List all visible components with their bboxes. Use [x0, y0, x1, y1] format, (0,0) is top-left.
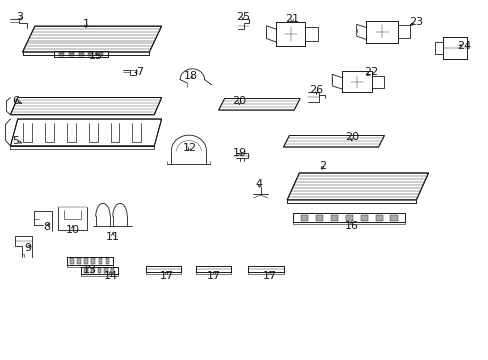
Text: 2: 2 — [318, 161, 325, 171]
Text: 23: 23 — [409, 17, 423, 27]
Polygon shape — [10, 98, 161, 115]
Text: 20: 20 — [232, 96, 246, 106]
Polygon shape — [330, 215, 337, 221]
Polygon shape — [59, 52, 64, 56]
Polygon shape — [77, 258, 81, 264]
Text: 4: 4 — [255, 179, 262, 189]
Polygon shape — [375, 215, 382, 221]
Polygon shape — [389, 215, 397, 221]
Text: 20: 20 — [344, 132, 358, 142]
Polygon shape — [91, 258, 95, 264]
Text: 22: 22 — [364, 67, 378, 77]
Text: 17: 17 — [159, 271, 173, 281]
Text: 10: 10 — [66, 225, 80, 235]
Polygon shape — [146, 266, 181, 272]
Text: 21: 21 — [285, 14, 299, 24]
Polygon shape — [70, 258, 74, 264]
Polygon shape — [91, 268, 94, 273]
Polygon shape — [98, 52, 103, 56]
Text: 26: 26 — [309, 85, 323, 95]
Polygon shape — [218, 99, 300, 110]
Polygon shape — [276, 22, 305, 45]
Text: 9: 9 — [24, 243, 31, 253]
Polygon shape — [300, 215, 307, 221]
Polygon shape — [283, 135, 384, 147]
Text: 11: 11 — [105, 232, 120, 242]
Text: 25: 25 — [236, 12, 249, 22]
Text: 17: 17 — [207, 271, 221, 281]
Polygon shape — [84, 258, 88, 264]
Text: 15: 15 — [89, 50, 103, 60]
Polygon shape — [69, 52, 74, 56]
Text: 14: 14 — [103, 271, 117, 281]
Text: 12: 12 — [183, 143, 197, 153]
Text: 1: 1 — [82, 19, 89, 29]
Polygon shape — [10, 119, 161, 146]
Text: 13: 13 — [82, 265, 96, 275]
Polygon shape — [84, 268, 88, 273]
Text: 19: 19 — [232, 148, 246, 158]
Polygon shape — [341, 71, 371, 92]
Polygon shape — [88, 52, 93, 56]
Polygon shape — [366, 21, 397, 42]
Polygon shape — [99, 258, 102, 264]
Text: 8: 8 — [43, 222, 50, 231]
Text: 5: 5 — [12, 136, 19, 145]
Polygon shape — [79, 52, 83, 56]
Polygon shape — [54, 50, 108, 57]
Polygon shape — [81, 267, 118, 274]
Text: 17: 17 — [262, 271, 276, 281]
Polygon shape — [345, 215, 352, 221]
Polygon shape — [248, 266, 283, 272]
Polygon shape — [195, 266, 230, 272]
Text: 7: 7 — [136, 67, 143, 77]
Polygon shape — [443, 37, 466, 59]
Polygon shape — [105, 258, 109, 264]
Polygon shape — [22, 26, 161, 52]
Text: 24: 24 — [456, 41, 470, 50]
Polygon shape — [315, 215, 323, 221]
Polygon shape — [104, 268, 107, 273]
Polygon shape — [360, 215, 367, 221]
Text: 6: 6 — [12, 96, 19, 106]
Polygon shape — [98, 268, 101, 273]
Polygon shape — [66, 257, 113, 265]
Text: 18: 18 — [183, 71, 198, 81]
Text: 3: 3 — [16, 12, 22, 22]
Polygon shape — [286, 173, 427, 200]
Polygon shape — [111, 268, 114, 273]
Polygon shape — [293, 213, 405, 222]
Text: 16: 16 — [344, 221, 358, 231]
